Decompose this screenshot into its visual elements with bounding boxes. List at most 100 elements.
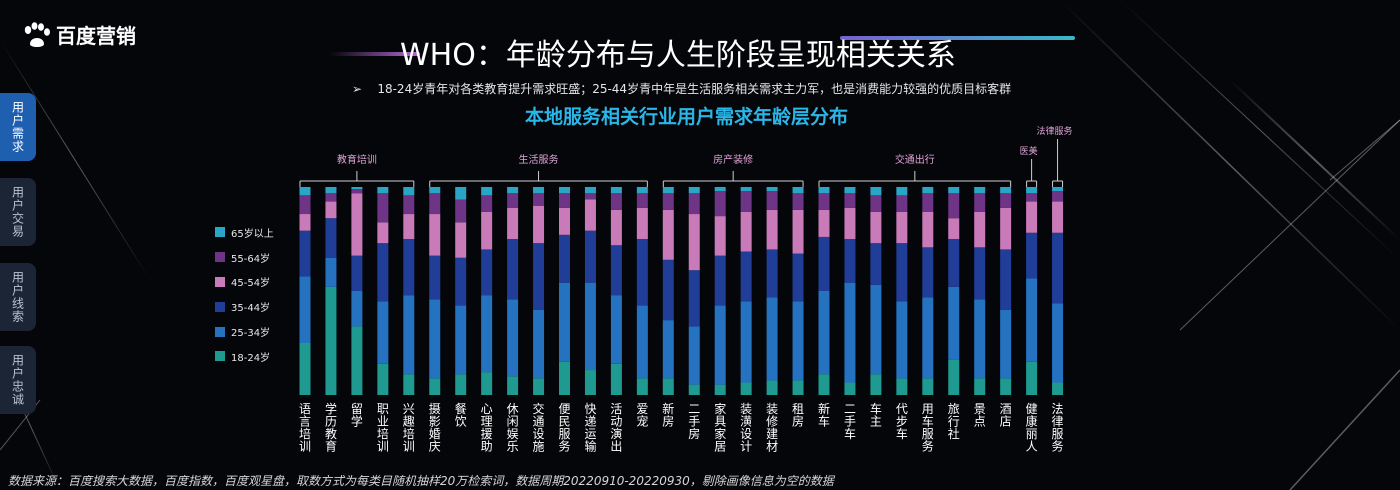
bar-segment-29-1 — [1026, 361, 1038, 395]
bar-segment-21-5 — [818, 193, 830, 210]
bar-segment-14-3 — [636, 239, 648, 306]
bar-segment-20-2 — [792, 301, 804, 381]
bar-segment-6-5 — [429, 193, 441, 215]
bar-segment-7-4 — [455, 222, 467, 258]
bar-segment-15-5 — [662, 193, 674, 210]
bar-segment-10-5 — [533, 193, 545, 206]
bar-segment-9-4 — [507, 207, 519, 239]
bar-segment-2-4 — [325, 201, 337, 219]
bar-segment-11-6 — [559, 187, 570, 194]
category-label-4: 职业培训 — [377, 402, 389, 454]
group-label-5: 医美 — [1020, 145, 1038, 157]
bar-segment-17-5 — [714, 191, 726, 217]
bar-segment-21-4 — [818, 209, 830, 237]
legend-label: 18-24岁 — [231, 352, 271, 364]
bar-segment-2-5 — [325, 193, 337, 202]
chart-legend: 65岁以上 55-64岁 45-54岁 35-44岁 25-34岁 18-24岁 — [215, 220, 274, 369]
category-label-15: 新房 — [662, 401, 674, 429]
legend-item-55-64: 55-64岁 — [215, 245, 274, 270]
bar-segment-3-1 — [351, 326, 363, 395]
bar-segment-11-5 — [559, 193, 570, 208]
category-label-29: 健康丽人 — [1026, 402, 1038, 454]
bar-segment-13-3 — [610, 245, 622, 296]
bar-segment-13-5 — [610, 193, 622, 210]
bar-segment-1-5 — [299, 195, 311, 215]
category-label-10: 交通设施 — [533, 401, 545, 454]
bar-segment-1-3 — [299, 230, 311, 277]
bar-segment-28-2 — [1000, 309, 1012, 379]
bar-segment-7-3 — [455, 257, 467, 306]
category-label-30: 法律服务 — [1052, 402, 1064, 454]
bar-segment-9-2 — [507, 299, 519, 377]
legend-swatch — [215, 326, 225, 337]
bar-segment-8-4 — [481, 211, 493, 250]
side-tab-user-transaction[interactable]: 用户交易 — [0, 178, 36, 246]
bar-segment-5-1 — [403, 374, 415, 395]
bar-segment-28-1 — [1000, 378, 1012, 395]
group-label-3: 房产装修 — [713, 153, 753, 166]
bar-segment-25-2 — [922, 297, 934, 379]
bar-segment-28-4 — [1000, 207, 1012, 250]
bar-segment-22-6 — [844, 187, 856, 194]
category-label-12: 快递运输 — [584, 402, 596, 454]
category-label-11: 便民服务 — [558, 402, 570, 454]
bar-segment-30-3 — [1052, 232, 1064, 304]
legend-label: 55-64岁 — [231, 253, 271, 265]
legend-label: 35-44岁 — [231, 303, 271, 315]
bar-segment-18-1 — [740, 382, 752, 395]
category-label-3: 留学 — [351, 402, 363, 429]
bar-segment-11-2 — [559, 282, 570, 362]
title-accent-left — [330, 52, 420, 56]
subtitle-text: 18-24岁青年对各类教育提升需求旺盛；25-44岁青中年是生活服务相关需求主力… — [377, 82, 1012, 96]
bar-segment-17-1 — [714, 384, 726, 395]
bar-segment-21-2 — [818, 291, 830, 375]
side-tab-user-demand[interactable]: 用户需求 — [0, 93, 36, 161]
bar-segment-12-2 — [584, 282, 596, 371]
bar-segment-3-6 — [351, 187, 363, 190]
category-label-23: 车主 — [870, 401, 882, 429]
bar-segment-8-3 — [481, 249, 493, 296]
legend-swatch — [215, 301, 225, 312]
bar-segment-20-3 — [792, 253, 804, 302]
bar-segment-20-4 — [792, 209, 804, 254]
bar-segment-30-6 — [1052, 187, 1064, 192]
bar-segment-21-6 — [818, 187, 830, 194]
bar-segment-17-3 — [714, 255, 726, 306]
bar-segment-24-1 — [896, 378, 908, 395]
bar-segment-16-2 — [688, 326, 700, 385]
bar-segment-9-1 — [507, 376, 519, 395]
bar-segment-27-2 — [974, 299, 986, 379]
bar-segment-10-3 — [533, 243, 545, 310]
bar-segment-17-2 — [714, 305, 726, 385]
category-label-8: 心理援助 — [481, 402, 493, 454]
bar-segment-8-1 — [481, 372, 493, 395]
bar-segment-7-1 — [455, 374, 467, 395]
bar-segment-4-2 — [377, 301, 389, 364]
bar-segment-27-6 — [974, 187, 986, 194]
bar-segment-10-4 — [533, 205, 545, 244]
bar-segment-1-2 — [299, 276, 311, 343]
bar-segment-18-4 — [740, 211, 752, 252]
category-label-22: 二手车 — [844, 402, 856, 441]
bar-segment-29-2 — [1026, 278, 1038, 362]
bar-segment-7-5 — [455, 199, 467, 223]
bar-segment-19-4 — [766, 209, 778, 250]
bar-segment-10-6 — [533, 187, 545, 194]
bar-segment-9-3 — [507, 239, 519, 300]
bar-segment-13-4 — [610, 209, 622, 246]
bar-segment-4-5 — [377, 193, 389, 223]
bar-segment-6-1 — [429, 378, 441, 395]
bar-segment-12-3 — [584, 230, 596, 283]
brand-logo: 百度营销 — [22, 20, 136, 49]
bar-segment-6-3 — [429, 255, 441, 300]
legend-swatch — [215, 276, 225, 287]
bar-segment-12-1 — [584, 370, 596, 395]
side-tab-user-loyalty[interactable]: 用户忠诚 — [0, 346, 36, 414]
side-tab-user-leads[interactable]: 用户线索 — [0, 263, 36, 331]
bar-segment-14-1 — [636, 378, 648, 395]
category-label-20: 租房 — [792, 402, 804, 429]
bar-segment-28-6 — [1000, 187, 1012, 194]
category-label-9: 休闲娱乐 — [507, 402, 519, 454]
bar-segment-13-1 — [610, 363, 622, 395]
bar-segment-13-2 — [610, 295, 622, 364]
